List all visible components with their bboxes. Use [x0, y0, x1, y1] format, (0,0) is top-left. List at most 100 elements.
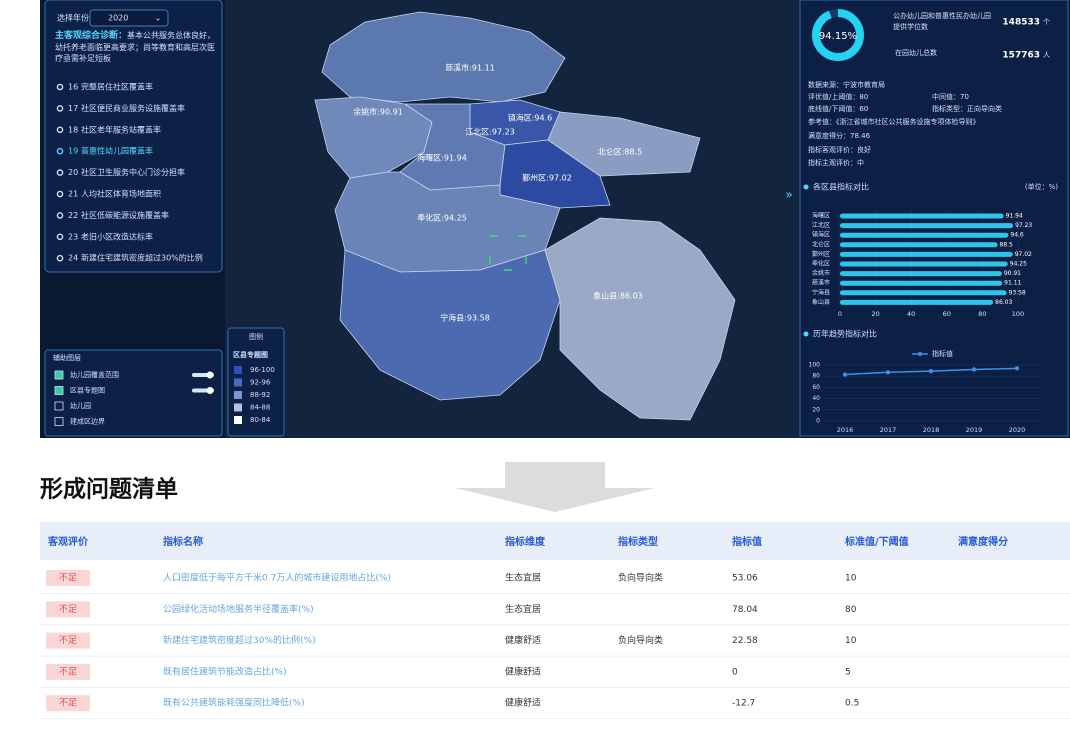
line-chart-title: 历年趋势指标对比 — [813, 329, 877, 339]
table-cell: 健康舒适 — [505, 634, 541, 646]
indicator-name[interactable]: 社区老年服务站覆盖率 — [81, 124, 161, 134]
indicator-number[interactable]: 17 — [68, 104, 78, 113]
map-label: 余姚市:90.91 — [353, 107, 403, 117]
point — [885, 370, 891, 375]
table-cell: 0 — [732, 667, 738, 677]
layer-name[interactable]: 区县专题图 — [70, 386, 105, 395]
indicator-bullet[interactable] — [56, 233, 64, 241]
indicator-name[interactable]: 新建住宅建筑密度超过30%的比例 — [81, 253, 203, 263]
bar-value-label: 90.91 — [1004, 270, 1021, 277]
indicator-bullet[interactable] — [56, 169, 64, 176]
stat2-value: 157763 — [1002, 51, 1040, 61]
indicator-bullet[interactable] — [56, 126, 64, 134]
map-label: 镇海区:94.6 — [508, 113, 553, 123]
legend-swatch — [234, 391, 242, 399]
layer-name[interactable]: 建成区边界 — [70, 417, 105, 426]
indicator-name[interactable]: 社区低碳能源设施覆盖率 — [81, 210, 169, 220]
indicator-bullet[interactable] — [56, 190, 64, 198]
diagnosis-text: 基本公共服务总体良好，幼托养老面临更高要求；尚等教育和高层次医疗亟需补足短板 — [55, 31, 216, 63]
bar-chart-unit: (单位：%) — [1025, 182, 1058, 191]
indicator-name[interactable]: 社区卫生服务中心门诊分担率 — [81, 167, 185, 177]
legend-swatch — [234, 403, 242, 412]
evaluation: 不足 — [59, 573, 77, 584]
year-label: 选择年份 — [57, 13, 89, 23]
indicator-name[interactable]: 完整居住社区覆盖率 — [81, 82, 153, 92]
table-cell: 78.04 — [732, 605, 758, 615]
legend-subtitle: 区县专题图 — [233, 350, 268, 359]
indicator-number[interactable]: 22 — [68, 211, 78, 220]
indicator-name[interactable]: 老旧小区改造达标率 — [81, 231, 153, 241]
indicator-bullet[interactable] — [56, 83, 64, 91]
bar — [840, 242, 998, 248]
bar-value-label: 94.25 — [1010, 261, 1027, 268]
table-cell: 80 — [845, 605, 857, 615]
table-cell: 既有公共建筑能耗强度同比降低(%) — [163, 697, 305, 709]
x-tick-label: 20 — [871, 310, 879, 318]
x-tick-label: 60 — [943, 310, 951, 318]
table-cell: -12.7 — [732, 699, 755, 709]
legend-swatch — [234, 378, 242, 387]
legend-label: 92-96 — [250, 379, 271, 387]
indicator-number[interactable]: 20 — [68, 168, 78, 177]
table-header-cell: 指标类型 — [618, 535, 658, 548]
indicator-number[interactable]: 16 — [68, 83, 78, 92]
bar — [840, 223, 1014, 229]
table-cell: 53.06 — [732, 574, 758, 584]
map-label: 象山县:86.03 — [593, 291, 643, 301]
stat1-label: 公办幼儿园和普惠性民办幼儿园提供学位数 — [893, 12, 991, 31]
indicator-number[interactable]: 21 — [68, 190, 78, 199]
point — [928, 368, 934, 374]
map — [314, 11, 736, 421]
indicator-number[interactable]: 23 — [68, 232, 78, 241]
year-select[interactable] — [89, 9, 169, 27]
layers-title: 辅助图层 — [53, 353, 81, 362]
table-cell: 负向导向类 — [618, 634, 663, 646]
y-tick-label: 海曙区 — [812, 212, 830, 220]
legend-swatch — [234, 416, 242, 424]
x-tick-label: 2016 — [837, 426, 854, 434]
layer-checkbox[interactable] — [54, 417, 64, 426]
indicator-bullet[interactable] — [56, 254, 64, 262]
table-header-cell: 标准值/下阈值 — [844, 535, 909, 548]
layer-checkbox[interactable] — [54, 401, 64, 411]
indicator-bullet[interactable] — [56, 147, 64, 155]
point — [971, 367, 977, 372]
bar-chart-title: 各区县指标对比 — [813, 182, 869, 192]
bar-value-label: 93.58 — [1009, 289, 1026, 296]
indicator-name[interactable]: 社区便民商业服务设施覆盖率 — [81, 103, 185, 113]
layer-name[interactable]: 幼儿园 — [70, 401, 91, 410]
table-cell: 5 — [845, 667, 851, 677]
legend-swatch — [234, 366, 242, 374]
table-cell: 公园绿化活动场地服务半径覆盖率(%) — [163, 603, 314, 615]
info-line: 数据来源：宁波市教育局 — [808, 80, 885, 89]
info-line: 参考值：《浙江省城市社区公共服务设施专项体检导则》 — [808, 117, 980, 126]
indicator-number[interactable]: 19 — [68, 147, 78, 156]
table-cell: 0.5 — [845, 699, 859, 709]
layer-checkbox[interactable] — [54, 370, 64, 380]
layer-name[interactable]: 幼儿园覆盖范围 — [70, 370, 119, 379]
x-tick-label: 2017 — [880, 426, 897, 434]
table-cell: 22.58 — [732, 636, 758, 646]
bar-value-label: 97.23 — [1015, 222, 1032, 229]
legend-label: 96-100 — [250, 366, 275, 374]
year-value[interactable]: 2020 — [108, 14, 128, 23]
y-tick-label: 慈溪市 — [812, 279, 830, 287]
indicator-name[interactable]: 人均社区体育场地面积 — [81, 189, 161, 199]
indicator-name[interactable]: 普惠性幼儿园覆盖率 — [81, 146, 153, 156]
y-tick-label: 100 — [809, 362, 821, 369]
bar-value-label: 91.94 — [1006, 213, 1023, 220]
stat1-unit: 个 — [1043, 18, 1050, 26]
layer-checkbox[interactable] — [54, 386, 64, 395]
info-line: 指标客观评价：良好 — [808, 145, 871, 154]
indicator-bullet[interactable] — [56, 105, 64, 112]
indicator-number[interactable]: 18 — [68, 125, 78, 134]
table-cell: 既有居住建筑节能改造占比(%) — [163, 665, 287, 677]
y-tick-label: 北仑区 — [812, 240, 830, 248]
y-tick-label: 江北区 — [812, 221, 830, 229]
indicator-number[interactable]: 24 — [68, 254, 78, 263]
bar-value-label: 86.03 — [995, 299, 1012, 306]
section-dot — [803, 331, 809, 337]
panel-toggle[interactable]: » — [785, 188, 792, 202]
indicator-bullet[interactable] — [56, 212, 64, 219]
